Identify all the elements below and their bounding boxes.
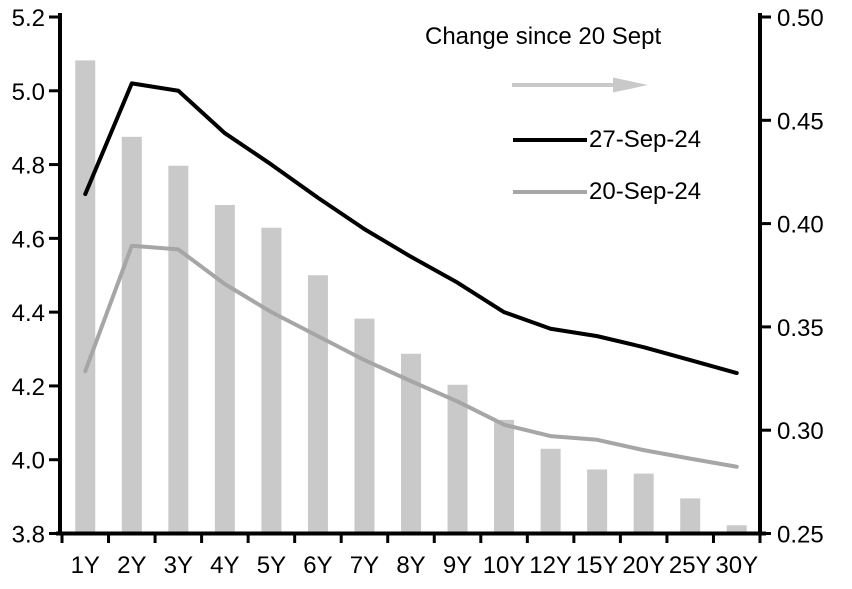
x-axis-label-30Y: 30Y (715, 552, 758, 579)
x-axis-label-9Y: 9Y (443, 552, 472, 579)
left-axis-tick-label: 3.8 (12, 522, 45, 549)
change-bar-12Y (540, 448, 561, 536)
change-bar-10Y (494, 419, 515, 536)
x-axis-label-6Y: 6Y (303, 552, 332, 579)
left-axis-tick-label: 4.8 (12, 153, 45, 180)
right-axis-tick-label: 0.45 (777, 108, 824, 135)
change-bar-3Y (168, 165, 189, 536)
right-axis-tick-label: 0.35 (777, 315, 824, 342)
change-bar-5Y (261, 227, 282, 536)
legend-label-27-sep-24: 27-Sep-24 (589, 126, 702, 153)
change-bar-1Y (75, 60, 96, 536)
change-bar-30Y (726, 525, 747, 536)
left-axis-tick-label: 4.2 (12, 374, 45, 401)
change-bar-7Y (354, 318, 375, 536)
right-axis-tick-label: 0.40 (777, 212, 824, 239)
x-axis-label-1Y: 1Y (71, 552, 100, 579)
x-axis-label-7Y: 7Y (350, 552, 379, 579)
x-axis-label-5Y: 5Y (257, 552, 286, 579)
right-axis-tick-label: 0.25 (777, 522, 824, 549)
x-axis-label-12Y: 12Y (529, 552, 572, 579)
left-axis-tick-label: 5.2 (12, 5, 45, 32)
change-bar-8Y (401, 353, 421, 536)
left-axis-tick-label: 5.0 (12, 79, 45, 106)
legend-label-20-sep-24: 20-Sep-24 (589, 178, 702, 205)
right-axis-tick-label: 0.50 (777, 5, 824, 32)
left-axis-tick-label: 4.6 (12, 226, 45, 253)
change-bar-9Y (447, 384, 468, 536)
change-arrow-icon (613, 77, 648, 93)
change-bar-4Y (214, 205, 235, 536)
right-axis-tick-label: 0.30 (777, 418, 824, 445)
x-axis-label-10Y: 10Y (483, 552, 526, 579)
x-axis-label-3Y: 3Y (164, 552, 193, 579)
x-axis-label-8Y: 8Y (396, 552, 425, 579)
legend-bars-label: Change since 20 Sept (425, 23, 662, 50)
change-bar-15Y (587, 469, 608, 536)
x-axis-label-15Y: 15Y (576, 552, 619, 579)
x-axis-label-25Y: 25Y (669, 552, 712, 579)
series-line-27-sep-24 (83, 81, 739, 376)
x-axis-label-20Y: 20Y (622, 552, 665, 579)
left-axis-tick-label: 4.4 (12, 300, 45, 327)
change-bar-25Y (680, 498, 701, 536)
x-axis-label-4Y: 4Y (210, 552, 239, 579)
left-axis-tick-label: 4.0 (12, 448, 45, 475)
change-bar-6Y (307, 275, 328, 536)
x-axis-label-2Y: 2Y (117, 552, 146, 579)
change-bar-2Y (121, 136, 142, 536)
series-line-20-sep-24 (83, 243, 739, 469)
change-bar-20Y (633, 473, 654, 536)
